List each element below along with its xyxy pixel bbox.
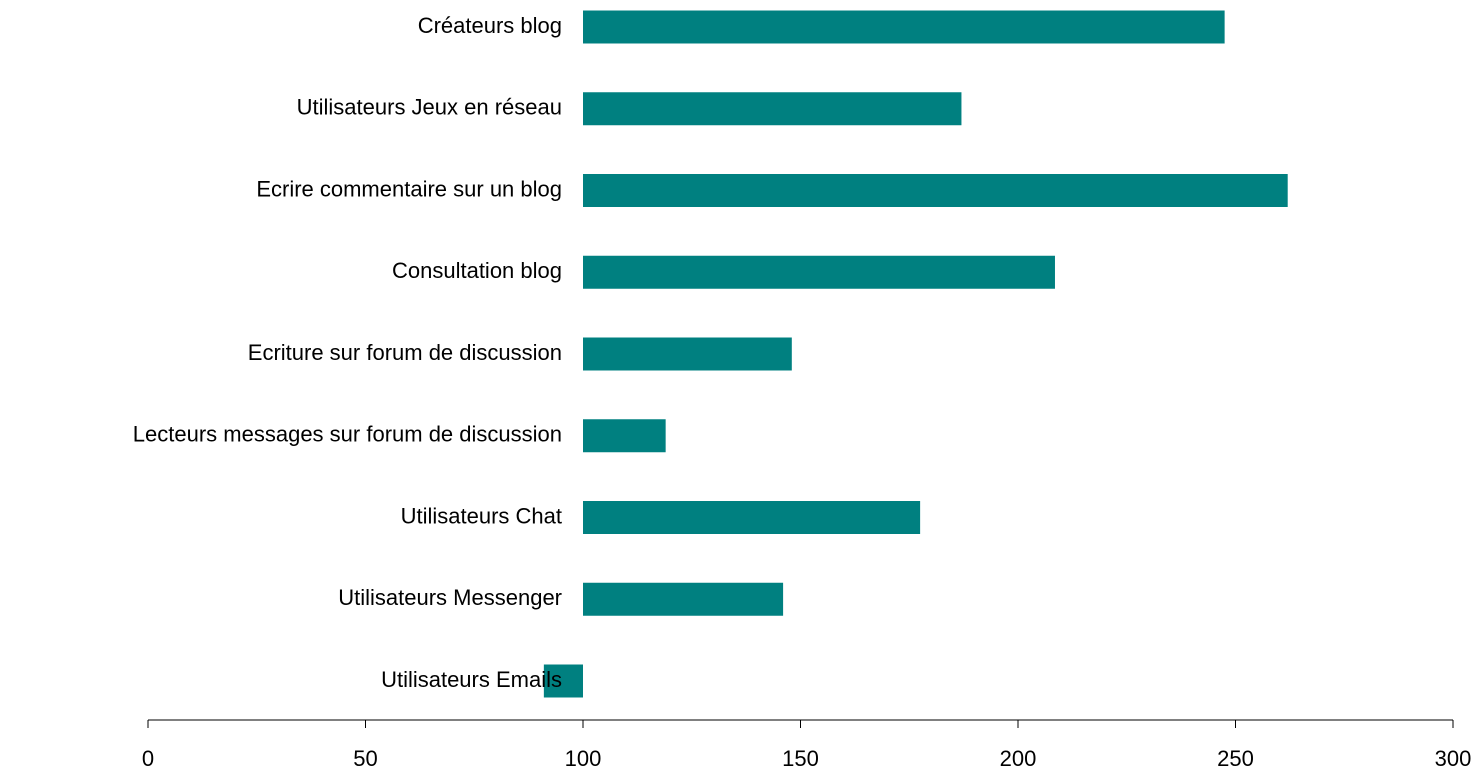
bar xyxy=(583,255,1055,289)
y-tick-label: Ecrire commentaire sur un blog xyxy=(256,176,562,201)
bar xyxy=(583,337,792,371)
y-tick-label: Utilisateurs Chat xyxy=(401,503,562,528)
bar xyxy=(583,582,784,616)
y-tick-label: Lecteurs messages sur forum de discussio… xyxy=(133,422,562,447)
x-tick-label: 0 xyxy=(142,746,154,771)
bar xyxy=(583,501,921,534)
bar xyxy=(583,419,666,453)
x-tick-label: 150 xyxy=(782,746,819,771)
bar xyxy=(583,10,1225,44)
x-tick-label: 50 xyxy=(353,746,377,771)
x-tick-label: 100 xyxy=(565,746,602,771)
x-tick-label: 250 xyxy=(1217,746,1254,771)
y-tick-label: Utilisateurs Messenger xyxy=(338,585,562,610)
x-tick-label: 300 xyxy=(1435,746,1472,771)
bar xyxy=(583,92,962,126)
y-tick-label: Utilisateurs Jeux en réseau xyxy=(297,95,562,120)
bar xyxy=(543,664,583,698)
y-tick-label: Créateurs blog xyxy=(418,13,562,38)
y-tick-label: Consultation blog xyxy=(392,258,562,283)
y-tick-label: Utilisateurs Emails xyxy=(381,667,562,692)
x-tick-label: 200 xyxy=(1000,746,1037,771)
bar xyxy=(583,174,1288,207)
y-tick-label: Ecriture sur forum de discussion xyxy=(248,340,562,365)
